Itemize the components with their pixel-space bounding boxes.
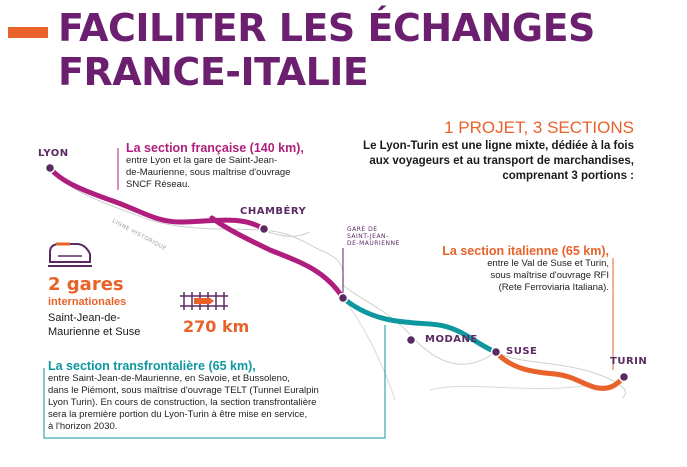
french-section-line-2 bbox=[209, 215, 346, 301]
city-label-suse: SUSE bbox=[506, 346, 538, 357]
transborder-body-line-1: entre Saint-Jean-de-Maurienne, en Savoie… bbox=[48, 373, 290, 384]
italian-section-title: La section italienne (65 km), bbox=[442, 244, 609, 258]
gares-type: internationales bbox=[48, 296, 127, 308]
node-chambery bbox=[258, 223, 270, 235]
italian-section-body: entre le Val de Suse et Turin, sous maît… bbox=[379, 258, 609, 294]
french-section-title: La section française (140 km), bbox=[126, 141, 304, 155]
transborder-body-line-4: sera la première portion du Lyon-Turin à… bbox=[48, 409, 308, 420]
title-line-2: FRANCE-ITALIE bbox=[58, 50, 369, 94]
italian-section-line bbox=[493, 349, 627, 391]
city-label-lyon: LYON bbox=[38, 148, 69, 159]
transborder-section-body: entre Saint-Jean-de-Maurienne, en Savoie… bbox=[48, 373, 378, 433]
railway-track-icon bbox=[180, 292, 228, 310]
french-body-line-1: entre Lyon et la gare de Saint-Jean- bbox=[126, 155, 278, 166]
page-title: FACILITER LES ÉCHANGES FRANCE-ITALIE bbox=[58, 6, 595, 94]
transborder-callout-line bbox=[43, 325, 386, 439]
total-distance: 270 km bbox=[183, 317, 250, 336]
intro-line-3: comprenant 3 portions : bbox=[502, 170, 634, 182]
historic-line-italy bbox=[429, 384, 591, 391]
italian-body-line-1: entre le Val de Suse et Turin, bbox=[487, 258, 609, 269]
gare-label-line-2: SAINT-JEAN- bbox=[347, 233, 389, 240]
historic-line-branch bbox=[261, 229, 311, 237]
gares-names-line-2: Maurienne et Suse bbox=[48, 326, 141, 338]
italian-section-callout: La section italienne (65 km), entre le V… bbox=[379, 244, 609, 294]
french-body-line-2: de-Maurienne, sous maîtrise d'ouvrage bbox=[126, 167, 291, 178]
city-label-modane: MODANE bbox=[425, 334, 478, 345]
historic-line-south bbox=[342, 297, 396, 401]
title-accent-bar bbox=[8, 27, 48, 38]
intro-line-1: Le Lyon-Turin est une ligne mixte, dédié… bbox=[363, 140, 634, 152]
italian-body-line-2: sous maîtrise d'ouvrage RFI bbox=[490, 270, 610, 281]
node-lyon bbox=[44, 162, 56, 174]
node-saint-jean bbox=[337, 292, 349, 304]
french-section-callout: La section française (140 km), entre Lyo… bbox=[126, 141, 346, 191]
gares-count: 2 gares bbox=[48, 274, 124, 295]
historic-line-label: LIGNE HISTORIQUE bbox=[111, 218, 167, 252]
italian-body-line-3: (Rete Ferroviaria Italiana). bbox=[498, 282, 609, 293]
transborder-section-line bbox=[340, 295, 499, 355]
intro-line-2: aux voyageurs et au transport de marchan… bbox=[369, 155, 634, 167]
title-line-1: FACILITER LES ÉCHANGES bbox=[58, 6, 595, 50]
french-body-line-3: SNCF Réseau. bbox=[126, 179, 190, 190]
train-icon bbox=[48, 242, 92, 267]
node-suse bbox=[490, 346, 502, 358]
transborder-section-callout: La section transfrontalière (65 km), ent… bbox=[48, 359, 378, 433]
node-modane bbox=[405, 334, 417, 346]
gare-label-line-1: GARE DE bbox=[347, 226, 378, 233]
gares-names: Saint-Jean-de- Maurienne et Suse bbox=[48, 311, 140, 339]
french-section-line bbox=[47, 165, 265, 231]
gare-label-line-3: DE-MAURIENNE bbox=[347, 240, 400, 247]
french-section-body: entre Lyon et la gare de Saint-Jean- de-… bbox=[126, 155, 346, 191]
city-label-turin: TURIN bbox=[610, 356, 648, 367]
transborder-body-line-5: à l'horizon 2030. bbox=[48, 421, 118, 432]
transborder-body-line-2: dans le Piémont, sous maîtrise d'ouvrage… bbox=[48, 385, 319, 396]
intro-text: Le Lyon-Turin est une ligne mixte, dédié… bbox=[344, 139, 634, 184]
section-heading: 1 PROJET, 3 SECTIONS bbox=[444, 118, 634, 137]
transborder-section-title: La section transfrontalière (65 km), bbox=[48, 359, 256, 373]
gares-names-line-1: Saint-Jean-de- bbox=[48, 312, 121, 324]
node-turin bbox=[618, 371, 630, 383]
city-label-chambery: CHAMBÉRY bbox=[240, 206, 307, 217]
transborder-body-line-3: Lyon Turin). En cours de construction, l… bbox=[48, 397, 317, 408]
gare-saint-jean-label: GARE DE SAINT-JEAN- DE-MAURIENNE bbox=[347, 226, 400, 247]
